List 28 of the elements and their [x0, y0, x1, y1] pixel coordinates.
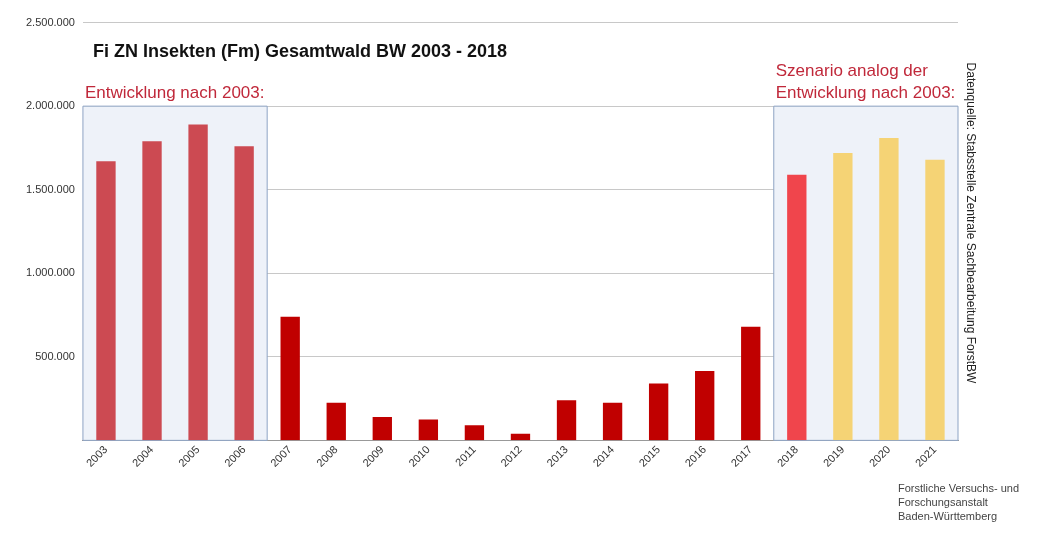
bar	[464, 425, 485, 441]
text: Fi ZN Insekten (Fm) Gesamtwald BW 2003 - 2018	[92, 40, 508, 61]
bar	[925, 159, 945, 441]
y-tick-label: 2.500.000	[26, 15, 75, 28]
y-tick-label: 1.000.000	[26, 266, 75, 279]
bar	[556, 400, 577, 441]
y-tick-label: 1.500.000	[26, 182, 75, 195]
y-tick-label: 500.000	[35, 349, 75, 362]
bar	[741, 326, 761, 441]
bar	[96, 161, 116, 441]
bar	[648, 383, 669, 441]
bar	[326, 402, 346, 441]
bar	[372, 416, 392, 441]
bar	[142, 141, 162, 441]
bar	[879, 137, 899, 441]
bar	[280, 316, 300, 441]
bar	[833, 152, 853, 441]
bar	[188, 124, 208, 441]
band-label: Szenario analog der Entwicklung nach 2003:	[775, 61, 956, 103]
bar	[695, 371, 715, 441]
bar	[418, 419, 439, 441]
band-label: Entwicklung nach 2003:	[84, 83, 265, 103]
bar	[234, 146, 254, 441]
bar	[602, 402, 623, 441]
text: Datenquelle: Stabsstelle Zentrale Sachbearbeitung ForstBW	[963, 62, 978, 385]
y-tick-label: 2.000.000	[26, 99, 75, 112]
text: Forstliche Versuchs- und Forschungsanstalt Baden-Württemberg	[898, 481, 1020, 522]
bar	[787, 174, 807, 441]
